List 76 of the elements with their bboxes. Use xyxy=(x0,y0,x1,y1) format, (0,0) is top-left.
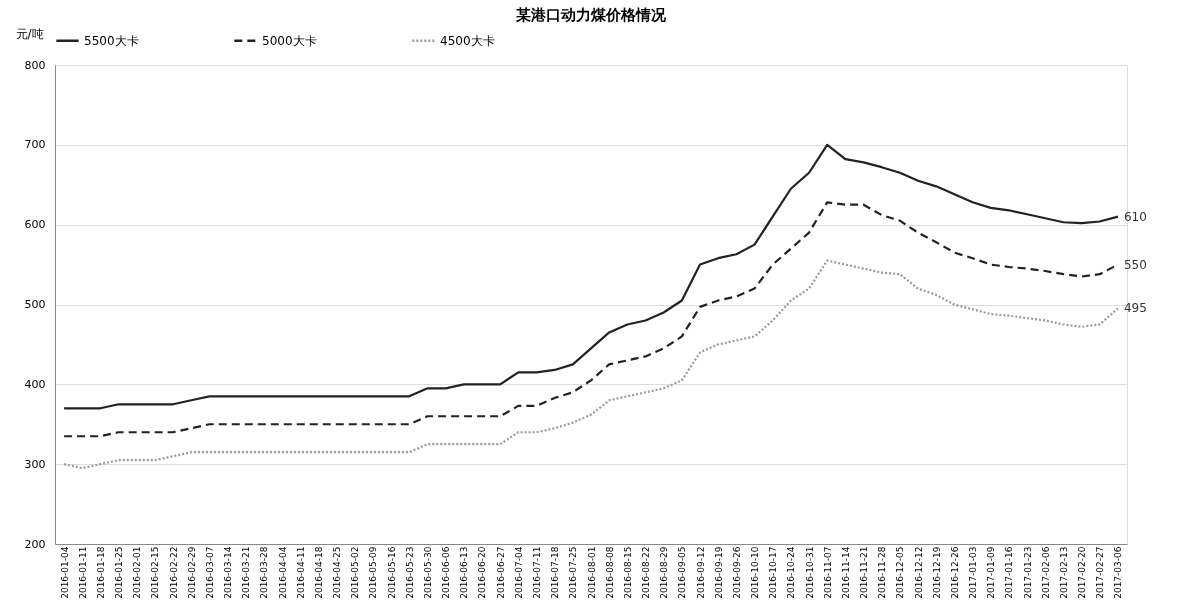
x-tick-label: 2017-03-06 xyxy=(1113,546,1124,599)
x-tick-label: 2016-11-07 xyxy=(822,546,833,599)
x-tick-label: 2016-04-25 xyxy=(332,546,343,599)
y-tick-label: 600 xyxy=(24,218,46,232)
x-tick-label: 2016-01-25 xyxy=(114,546,125,599)
x-tick-label: 2016-07-11 xyxy=(531,546,542,599)
x-tick-label: 2017-01-03 xyxy=(968,546,979,599)
y-tick-label: 400 xyxy=(24,377,46,391)
x-tick-label: 2016-02-01 xyxy=(132,546,143,599)
x-tick-label: 2016-09-26 xyxy=(731,546,742,599)
x-tick-label: 2017-02-27 xyxy=(1095,546,1106,599)
x-tick-label: 2016-05-23 xyxy=(404,546,415,599)
line-series xyxy=(62,143,1120,410)
x-tick-label: 2017-02-06 xyxy=(1040,546,1051,599)
legend-label: 4500大卡 xyxy=(440,33,495,48)
x-tick-label: 2016-05-02 xyxy=(350,546,361,599)
x-tick-label: 2016-06-06 xyxy=(441,546,452,599)
y-axis-title: 元/吨 xyxy=(15,26,44,41)
x-tick-label: 2017-01-23 xyxy=(1022,546,1033,599)
x-tick-label: 2016-04-18 xyxy=(313,546,324,599)
x-tick-label: 2016-10-17 xyxy=(768,546,779,599)
x-tick-label: 2016-11-28 xyxy=(877,546,888,599)
y-tick-label: 800 xyxy=(24,58,46,72)
x-tick-label: 2016-05-16 xyxy=(386,546,397,599)
x-tick-label: 2016-03-21 xyxy=(241,546,252,599)
x-tick-label: 2016-11-14 xyxy=(840,546,851,599)
y-tick-label: 500 xyxy=(24,298,46,311)
x-tick-label: 2016-06-13 xyxy=(459,546,470,599)
annotation: 550 xyxy=(1123,257,1147,272)
x-tick-label: 2016-12-05 xyxy=(895,546,906,599)
x-tick-label: 2016-08-22 xyxy=(641,546,652,599)
x-tick-label: 2016-05-30 xyxy=(422,546,433,599)
x-tick-label: 2016-04-11 xyxy=(295,546,306,599)
x-tick-label: 2017-01-09 xyxy=(986,546,997,599)
chart-title: 某港口动力煤价格情况 xyxy=(515,6,667,24)
x-tick-label: 2016-03-14 xyxy=(223,546,234,599)
x-tick-label: 2016-08-29 xyxy=(659,546,670,599)
x-tick-label: 2016-07-18 xyxy=(550,546,561,599)
x-tick-label: 2016-10-24 xyxy=(786,546,797,599)
y-tick-label: 300 xyxy=(24,457,46,471)
x-tick-label: 2016-04-04 xyxy=(277,546,288,599)
x-tick-label: 2016-08-15 xyxy=(622,546,633,599)
x-tick-label: 2016-08-01 xyxy=(586,546,597,599)
x-tick-label: 2016-01-04 xyxy=(59,546,70,599)
x-tick-label: 2016-03-28 xyxy=(259,546,270,599)
x-tick-label: 2016-09-12 xyxy=(695,546,706,599)
x-tick-label: 2016-02-29 xyxy=(186,546,197,599)
line-series xyxy=(62,259,1120,470)
x-tick-label: 2017-01-16 xyxy=(1004,546,1015,599)
x-tick-label: 2016-05-09 xyxy=(368,546,379,599)
x-tick-label: 2016-07-25 xyxy=(568,546,579,599)
x-tick-label: 2016-02-22 xyxy=(168,546,179,599)
x-tick-label: 2016-02-15 xyxy=(150,546,161,599)
annotation: 495 xyxy=(1123,301,1147,316)
legend-label: 5500大卡 xyxy=(84,33,139,48)
x-tick-label: 2016-06-27 xyxy=(495,546,506,599)
y-tick-label: 700 xyxy=(24,138,46,152)
legend-label: 5000大卡 xyxy=(262,33,317,48)
x-tick-label: 2016-01-18 xyxy=(95,546,106,599)
x-tick-label: 2017-02-20 xyxy=(1077,546,1088,599)
x-tick-label: 2016-11-21 xyxy=(859,546,870,599)
x-tick-label: 2016-12-26 xyxy=(949,546,960,599)
x-tick-label: 2016-08-08 xyxy=(604,546,615,599)
x-tick-label: 2016-07-04 xyxy=(513,546,524,599)
x-tick-label: 2016-10-31 xyxy=(804,546,815,599)
x-tick-label: 2016-10-10 xyxy=(750,546,761,599)
x-tick-label: 2016-09-19 xyxy=(713,546,724,599)
x-tick-label: 2016-12-12 xyxy=(913,546,924,599)
x-tick-label: 2017-02-13 xyxy=(1058,546,1069,599)
x-tick-label: 2016-12-19 xyxy=(931,546,942,599)
x-tick-label: 2016-09-05 xyxy=(677,546,688,599)
x-tick-label: 2016-01-11 xyxy=(77,546,88,599)
annotation: 610 xyxy=(1123,209,1147,224)
x-tick-label: 2016-03-07 xyxy=(204,546,215,599)
y-tick-label: 200 xyxy=(24,537,46,551)
x-tick-label: 2016-06-20 xyxy=(477,546,488,599)
